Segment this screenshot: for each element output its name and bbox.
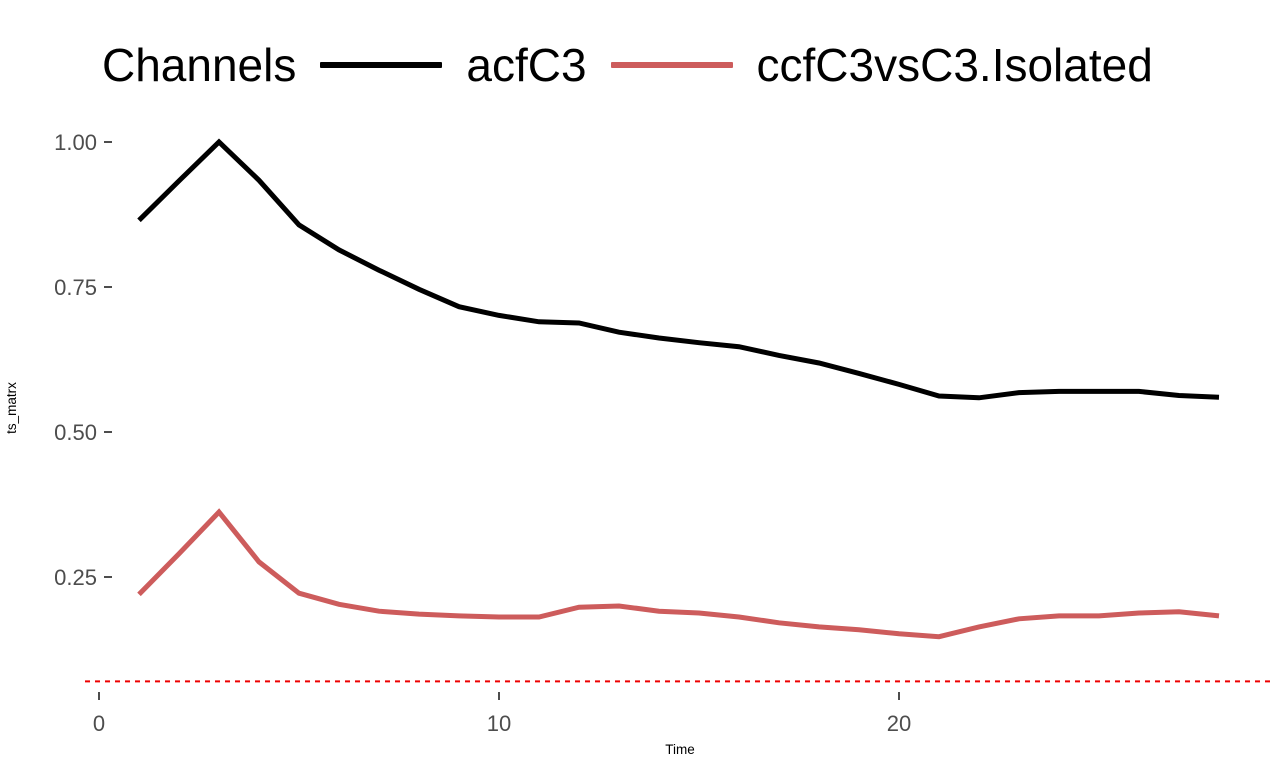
plot-area: 1.00 0.75 0.50 0.25 0 10 20 <box>54 130 1270 736</box>
y-axis-title: ts_matrx <box>4 382 19 434</box>
y-tick-label: 0.75 <box>54 275 97 300</box>
legend-label-ccfC3vsC3: ccfC3vsC3.Isolated <box>756 39 1153 91</box>
x-tick-label: 10 <box>487 711 511 736</box>
legend-title: Channels <box>102 39 297 91</box>
x-tick-label: 20 <box>887 711 911 736</box>
y-tick-label: 0.25 <box>54 565 97 590</box>
legend: Channels acfC3 ccfC3vsC3.Isolated <box>102 36 1153 94</box>
x-tick-label: 0 <box>93 711 105 736</box>
legend-label-acfC3: acfC3 <box>466 39 587 91</box>
series-line-acfC3 <box>137 138 1220 401</box>
x-axis-title: Time <box>665 742 695 757</box>
legend-key-line-ccfC3vsC3 <box>610 62 733 68</box>
y-tick-label: 0.50 <box>54 420 97 445</box>
legend-key-line-acfC3 <box>320 62 443 68</box>
y-tick-label: 1.00 <box>54 130 97 155</box>
series-line-ccfC3vsC3.Isolated <box>137 508 1220 640</box>
